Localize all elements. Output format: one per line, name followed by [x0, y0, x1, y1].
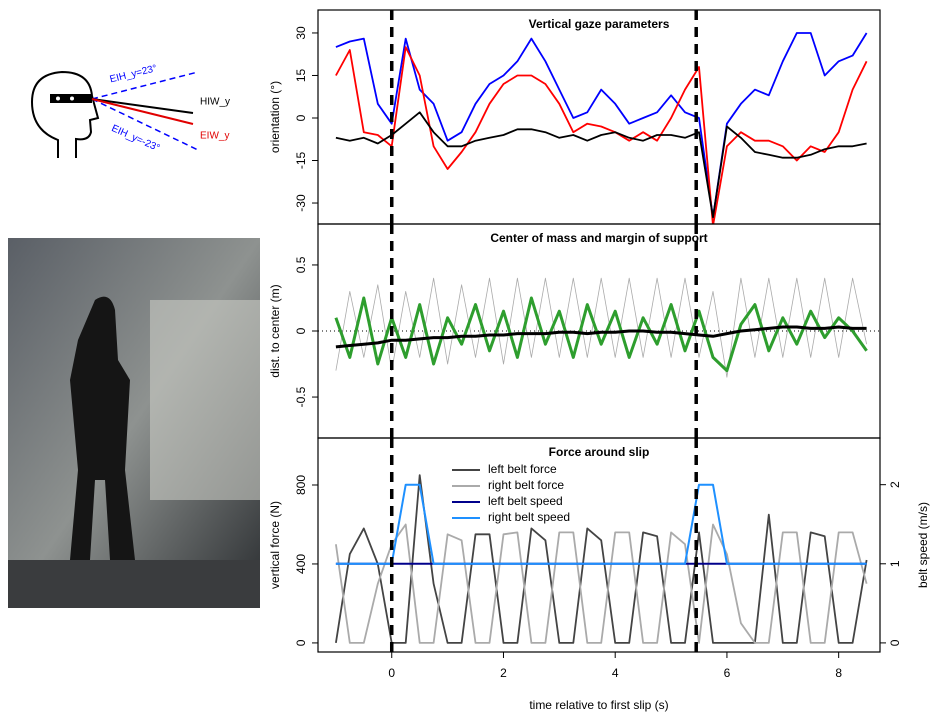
diagram-label: HIW_y: [200, 97, 230, 108]
diagram-label: EIH_y=23°: [109, 63, 158, 85]
series-line: [335, 32, 868, 219]
plot-area: [318, 277, 880, 378]
x-tick-label: 2: [500, 666, 507, 680]
gaze-limit-up: [91, 71, 199, 100]
panel-title: Force around slip: [549, 445, 650, 459]
gaze-direction: [91, 98, 194, 125]
legend-label: right belt speed: [488, 510, 570, 524]
y-axis-label: vertical force (N): [268, 501, 282, 589]
y2-tick-label: 1: [888, 560, 902, 567]
plot-area: [335, 474, 868, 644]
head-diagram: EIH_y=23° HIW_y EIW_y EIH_y=-23°: [30, 63, 230, 158]
diagram-label: EIH_y=-23°: [110, 123, 162, 154]
y2-tick-label: 0: [888, 639, 902, 646]
y-axis-label: dist. to center (m): [268, 284, 282, 377]
y-tick-label: 0: [294, 114, 308, 121]
marker: [56, 96, 60, 101]
y-tick-label: 15: [294, 68, 308, 82]
photo-person: [70, 296, 135, 560]
x-axis-label: time relative to first slip (s): [529, 698, 668, 712]
series-line: [335, 111, 867, 219]
y-tick-label: 0: [294, 639, 308, 646]
panel-title: Vertical gaze parameters: [529, 17, 670, 31]
photo-screen: [150, 300, 260, 500]
legend-label: left belt speed: [488, 494, 563, 508]
x-tick-label: 0: [388, 666, 395, 680]
photo-floor: [8, 560, 260, 608]
plot-area: [335, 32, 868, 224]
y2-tick-label: 2: [888, 481, 902, 488]
panel-frame: [317, 437, 881, 653]
y-tick-label: 30: [294, 26, 308, 40]
head-outline: [30, 70, 100, 158]
series-line: [335, 523, 868, 644]
legend-label: right belt force: [488, 478, 564, 492]
photo: [8, 238, 260, 608]
series-line: [335, 483, 867, 565]
y-tick-label: 0.5: [294, 256, 308, 273]
y-tick-label: 0: [294, 327, 308, 334]
series-line: [335, 325, 867, 349]
y2-axis-label: belt speed (m/s): [916, 502, 930, 588]
marker: [70, 96, 74, 101]
diagram-label: EIW_y: [200, 131, 229, 142]
x-tick-label: 8: [835, 666, 842, 680]
y-tick-label: 800: [294, 475, 308, 495]
series-line: [335, 46, 868, 224]
y-tick-label: -15: [294, 152, 308, 170]
panel-title: Center of mass and margin of support: [490, 231, 707, 245]
y-axis-label: orientation (°): [268, 81, 282, 153]
y-tick-label: -0.5: [294, 386, 308, 407]
y-tick-label: 400: [294, 554, 308, 574]
y-tick-label: -30: [294, 194, 308, 212]
panel-frame: [317, 9, 881, 225]
x-tick-label: 4: [612, 666, 619, 680]
series-line: [335, 474, 868, 644]
legend-label: left belt force: [488, 462, 557, 476]
x-tick-label: 6: [724, 666, 731, 680]
head-direction: [91, 98, 194, 114]
